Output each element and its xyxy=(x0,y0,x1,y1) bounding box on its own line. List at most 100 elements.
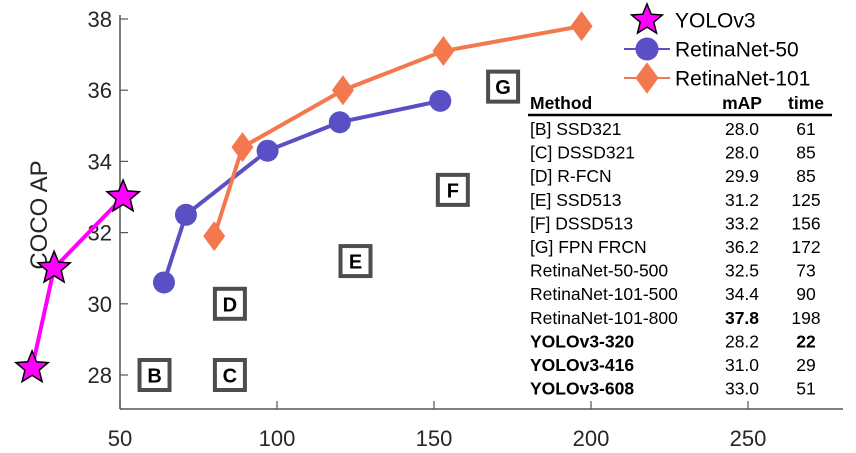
table-cell-time: 85 xyxy=(796,143,815,163)
table-row: [G] FPN FRCN 36.2 172 xyxy=(530,237,821,257)
table-cell-method: [B] SSD321 xyxy=(530,119,621,139)
legend: YOLOv3 RetinaNet-50 RetinaNet-101 xyxy=(624,1,810,94)
table-row: YOLOv3-416 31.0 29 xyxy=(530,355,816,375)
table-cell-method: RetinaNet-50-500 xyxy=(530,261,668,281)
annotation-box-d: D xyxy=(212,286,247,321)
series-line xyxy=(212,24,582,237)
annotation-box-c: C xyxy=(212,358,247,392)
diamond-marker xyxy=(203,221,226,252)
table-cell-time: 90 xyxy=(796,284,816,304)
table-header-time: time xyxy=(788,93,824,113)
table-row: RetinaNet-101-500 34.4 90 xyxy=(530,284,816,304)
x-tick-label: 100 xyxy=(259,426,296,451)
table-cell-map: 28.0 xyxy=(725,143,759,163)
circle-marker xyxy=(635,37,659,61)
annotation-box-frame xyxy=(486,69,521,104)
table-cell-time: 156 xyxy=(791,213,820,233)
annotation-box-frame xyxy=(435,172,470,207)
annotation-box-label: D xyxy=(223,294,237,316)
table-cell-method: YOLOv3-608 xyxy=(530,379,634,399)
table-cell-method: YOLOv3-320 xyxy=(530,331,634,351)
annotation-box-label: C xyxy=(223,366,237,388)
table-cell-map: 37.8 xyxy=(725,308,759,328)
annotation-box-label: G xyxy=(495,77,511,99)
diamond-marker xyxy=(231,132,254,163)
table-cell-map: 28.0 xyxy=(725,119,759,139)
table-cell-method: RetinaNet-101-800 xyxy=(530,308,678,328)
table-cell-time: 22 xyxy=(796,331,816,351)
y-tick-label: 28 xyxy=(88,363,112,388)
annotation-box-frame xyxy=(212,286,247,321)
diamond-marker xyxy=(432,36,455,67)
legend-label: RetinaNet-101 xyxy=(675,68,810,91)
legend-label: RetinaNet-50 xyxy=(675,39,799,62)
table-cell-method: [C] DSSD321 xyxy=(530,143,635,163)
series-yolov3 xyxy=(13,177,142,384)
table-cell-method: [D] R-FCN xyxy=(530,166,612,186)
table-cell-map: 34.4 xyxy=(725,284,759,304)
annotation-boxes: B C D E F G xyxy=(137,69,521,392)
y-tick-label: 36 xyxy=(88,78,112,103)
annotation-box-e: E xyxy=(338,244,373,279)
table-cell-time: 172 xyxy=(791,237,820,257)
legend-item-retinanet-50: RetinaNet-50 xyxy=(624,37,799,62)
table-cell-time: 61 xyxy=(796,119,815,139)
circle-marker xyxy=(174,203,197,226)
table-row: [F] DSSD513 33.2 156 xyxy=(530,213,821,233)
table-header-map: mAP xyxy=(722,93,762,113)
y-tick-label: 30 xyxy=(88,292,112,317)
table-cell-time: 51 xyxy=(796,379,815,399)
table-cell-method: [G] FPN FRCN xyxy=(530,237,647,257)
table-cell-time: 29 xyxy=(796,355,815,375)
x-tick-label: 250 xyxy=(730,426,767,451)
table-row: [B] SSD321 28.0 61 xyxy=(530,119,816,139)
table-row: [C] DSSD321 28.0 85 xyxy=(530,143,816,163)
series-retinanet-50 xyxy=(152,89,452,294)
table-row: [E] SSD513 31.2 125 xyxy=(530,190,821,210)
series-line xyxy=(162,98,441,284)
legend-label: YOLOv3 xyxy=(675,10,756,33)
table-cell-time: 125 xyxy=(791,190,820,210)
table-cell-method: YOLOv3-416 xyxy=(530,355,634,375)
table-row: YOLOv3-608 33.0 51 xyxy=(530,379,816,399)
y-tick-label: 32 xyxy=(88,221,112,246)
legend-item-yolov3: YOLOv3 xyxy=(629,1,756,35)
series-group xyxy=(13,11,593,384)
legend-item-retinanet-101: RetinaNet-101 xyxy=(624,62,810,94)
star-marker xyxy=(13,348,51,384)
diamond-marker xyxy=(635,62,659,94)
table-row: [D] R-FCN 29.9 85 xyxy=(530,166,816,186)
table-row: YOLOv3-320 28.2 22 xyxy=(530,331,816,351)
table-cell-time: 85 xyxy=(796,166,815,186)
table-row: RetinaNet-101-800 37.8 198 xyxy=(530,308,821,328)
circle-marker xyxy=(152,271,175,294)
annotation-box-label: F xyxy=(447,180,459,202)
x-tick-label: 50 xyxy=(108,426,132,451)
table-cell-map: 33.0 xyxy=(725,379,759,399)
table-cell-map: 32.5 xyxy=(725,261,759,281)
table-cell-method: [E] SSD513 xyxy=(530,190,621,210)
annotation-box-label: B xyxy=(147,366,161,388)
table-cell-map: 28.2 xyxy=(725,331,759,351)
annotation-box-f: F xyxy=(435,172,470,207)
star-marker xyxy=(629,1,665,35)
results-table: Method mAP time [B] SSD321 28.0 61 [C] DSSD321… xyxy=(528,93,832,399)
annotation-box-b: B xyxy=(137,358,172,392)
annotation-box-frame xyxy=(212,358,247,392)
table-cell-time: 198 xyxy=(791,308,820,328)
table-cell-map: 33.2 xyxy=(725,213,759,233)
table-cell-map: 29.9 xyxy=(725,166,759,186)
circle-marker xyxy=(429,89,452,112)
star-marker xyxy=(105,177,142,213)
annotation-box-frame xyxy=(338,244,373,279)
star-marker xyxy=(35,249,73,284)
annotation-box-label: E xyxy=(349,252,362,274)
table-cell-time: 73 xyxy=(796,261,815,281)
diamond-marker xyxy=(570,11,593,42)
x-tick-label: 150 xyxy=(416,426,453,451)
table-row: RetinaNet-50-500 32.5 73 xyxy=(530,261,816,281)
circle-marker xyxy=(256,139,279,162)
table-header-method: Method xyxy=(530,93,592,113)
table-cell-map: 31.0 xyxy=(725,355,759,375)
